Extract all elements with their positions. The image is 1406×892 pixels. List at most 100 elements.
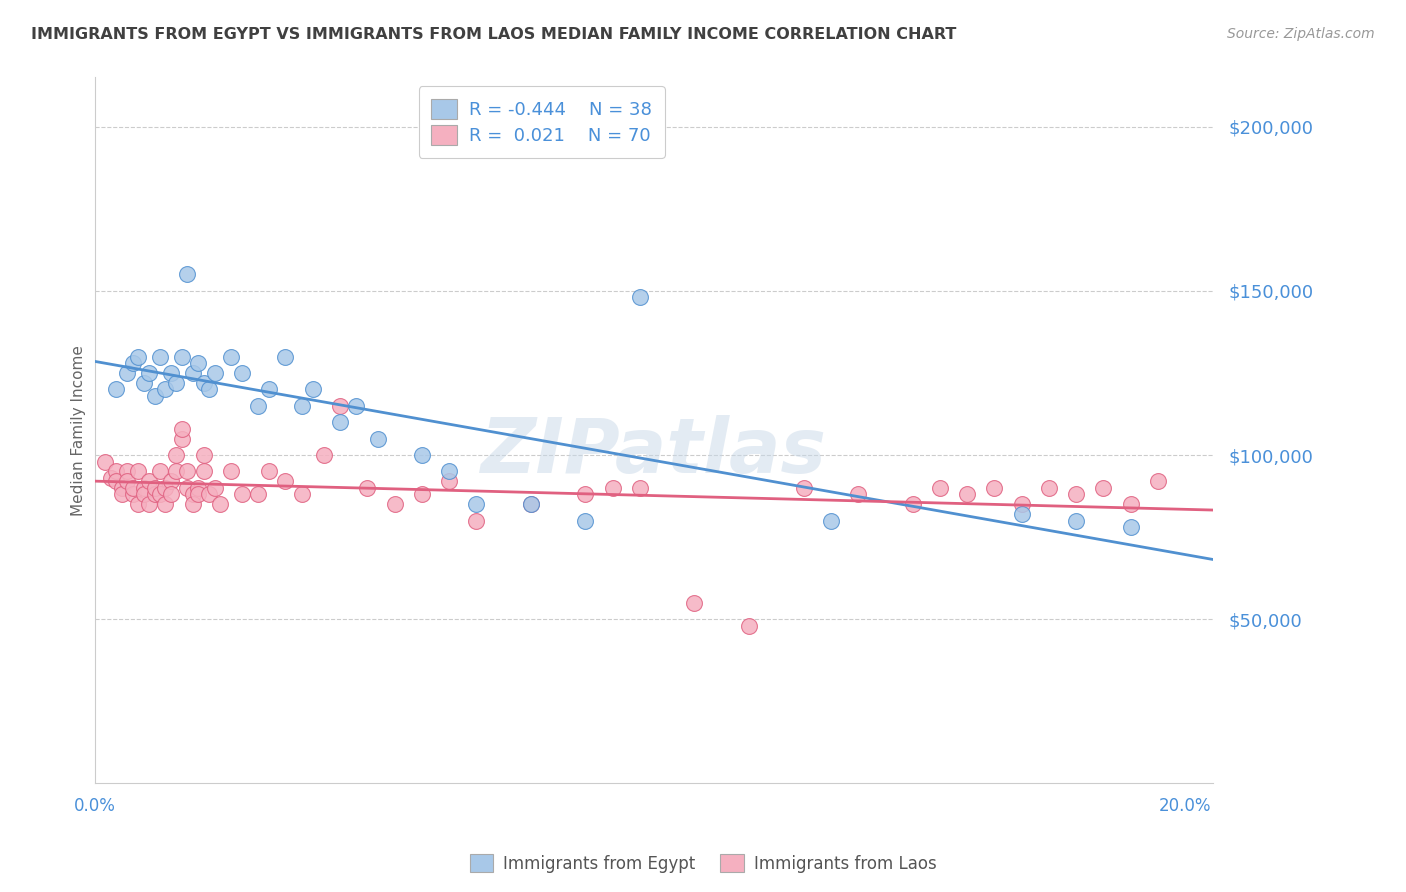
Point	[208, 497, 231, 511]
Point	[411, 487, 433, 501]
Point	[127, 465, 149, 479]
Point	[1147, 475, 1170, 489]
Point	[274, 475, 297, 489]
Point	[117, 465, 139, 479]
Point	[683, 596, 706, 610]
Point	[143, 389, 166, 403]
Point	[198, 383, 221, 397]
Point	[149, 350, 172, 364]
Point	[738, 619, 761, 633]
Point	[257, 383, 280, 397]
Point	[100, 471, 122, 485]
Point	[127, 350, 149, 364]
Point	[170, 432, 193, 446]
Point	[1119, 497, 1142, 511]
Y-axis label: Median Family Income: Median Family Income	[72, 345, 86, 516]
Point	[165, 465, 187, 479]
Text: Source: ZipAtlas.com: Source: ZipAtlas.com	[1227, 27, 1375, 41]
Point	[204, 481, 226, 495]
Point	[247, 399, 270, 413]
Point	[411, 448, 433, 462]
Point	[1038, 481, 1060, 495]
Point	[928, 481, 950, 495]
Point	[520, 497, 543, 511]
Point	[1092, 481, 1115, 495]
Point	[121, 487, 143, 501]
Point	[160, 366, 183, 380]
Point	[291, 487, 314, 501]
Point	[437, 465, 460, 479]
Point	[437, 475, 460, 489]
Point	[105, 383, 128, 397]
Point	[356, 481, 378, 495]
Point	[165, 448, 187, 462]
Point	[117, 475, 139, 489]
Point	[143, 481, 166, 495]
Point	[165, 376, 187, 390]
Point	[301, 383, 323, 397]
Point	[127, 497, 149, 511]
Point	[181, 366, 204, 380]
Point	[198, 487, 221, 501]
Point	[132, 481, 155, 495]
Point	[143, 487, 166, 501]
Point	[105, 465, 128, 479]
Point	[574, 514, 596, 528]
Point	[231, 487, 253, 501]
Point	[138, 366, 160, 380]
Point	[105, 475, 128, 489]
Point	[155, 497, 177, 511]
Point	[170, 350, 193, 364]
Point	[160, 487, 183, 501]
Point	[274, 350, 297, 364]
Point	[187, 481, 209, 495]
Point	[111, 481, 134, 495]
Point	[181, 497, 204, 511]
Point	[231, 366, 253, 380]
Point	[138, 497, 160, 511]
Point	[329, 415, 352, 429]
Point	[193, 448, 215, 462]
Point	[193, 465, 215, 479]
Point	[247, 487, 270, 501]
Legend: R = -0.444    N = 38, R =  0.021    N = 70: R = -0.444 N = 38, R = 0.021 N = 70	[419, 87, 665, 158]
Point	[94, 454, 117, 468]
Point	[121, 481, 143, 495]
Point	[602, 481, 624, 495]
Point	[465, 497, 488, 511]
Point	[520, 497, 543, 511]
Point	[187, 356, 209, 370]
Point	[312, 448, 335, 462]
Point	[628, 481, 651, 495]
Point	[121, 356, 143, 370]
Legend: Immigrants from Egypt, Immigrants from Laos: Immigrants from Egypt, Immigrants from L…	[463, 847, 943, 880]
Point	[155, 383, 177, 397]
Point	[181, 487, 204, 501]
Point	[1064, 514, 1087, 528]
Point	[329, 399, 352, 413]
Point	[257, 465, 280, 479]
Point	[820, 514, 842, 528]
Point	[1011, 497, 1033, 511]
Point	[160, 475, 183, 489]
Point	[291, 399, 314, 413]
Point	[344, 399, 367, 413]
Point	[846, 487, 869, 501]
Point	[384, 497, 406, 511]
Point	[117, 366, 139, 380]
Point	[901, 497, 924, 511]
Point	[132, 487, 155, 501]
Point	[219, 350, 242, 364]
Point	[176, 465, 198, 479]
Point	[793, 481, 815, 495]
Text: ZIPatlas: ZIPatlas	[481, 415, 827, 489]
Point	[204, 366, 226, 380]
Point	[193, 376, 215, 390]
Point	[132, 376, 155, 390]
Point	[465, 514, 488, 528]
Point	[176, 268, 198, 282]
Point	[1119, 520, 1142, 534]
Point	[1064, 487, 1087, 501]
Point	[1011, 507, 1033, 521]
Point	[170, 422, 193, 436]
